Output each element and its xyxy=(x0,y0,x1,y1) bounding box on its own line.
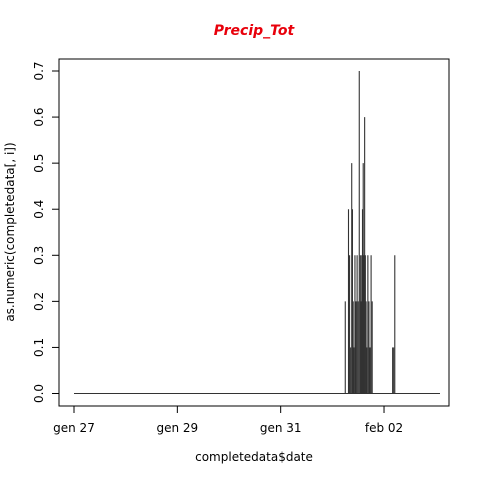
x-tick-label: feb 02 xyxy=(365,421,403,435)
y-tick-label: 0.0 xyxy=(32,384,46,403)
y-tick-label: 0.6 xyxy=(32,108,46,127)
y-tick-label: 0.1 xyxy=(32,338,46,357)
x-tick-label: gen 29 xyxy=(156,421,198,435)
x-tick-label: gen 27 xyxy=(53,421,95,435)
y-axis-label: as.numeric(completedata[, i]) xyxy=(3,142,17,321)
y-tick-label: 0.4 xyxy=(32,200,46,219)
y-axis: 0.0 0.1 0.2 0.3 0.4 0.5 0.6 0.7 xyxy=(32,61,60,403)
y-tick-label: 0.5 xyxy=(32,154,46,173)
x-axis-label: completedata$date xyxy=(195,450,313,464)
x-tick-label: gen 31 xyxy=(260,421,302,435)
y-tick-label: 0.2 xyxy=(32,292,46,311)
y-tick-label: 0.3 xyxy=(32,246,46,265)
chart-title: Precip_Tot xyxy=(214,23,296,39)
y-tick-label: 0.7 xyxy=(32,61,46,80)
x-axis: gen 27 gen 29 gen 31 feb 02 xyxy=(53,405,403,435)
bars-layer xyxy=(344,71,396,394)
plot-frame xyxy=(58,58,450,407)
